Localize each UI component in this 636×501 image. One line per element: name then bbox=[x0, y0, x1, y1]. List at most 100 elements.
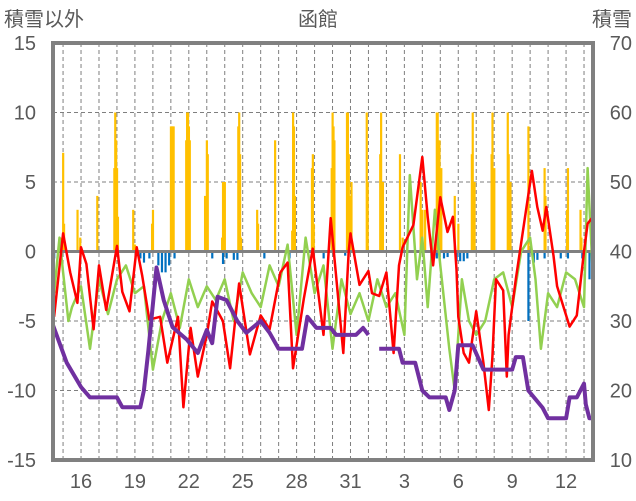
bar-negative bbox=[527, 251, 530, 321]
y-left-tick-label: -10 bbox=[7, 381, 36, 403]
y-right-tick-label: 60 bbox=[610, 103, 632, 125]
left-axis-title: 積雪以外 bbox=[4, 7, 84, 31]
bar-negative bbox=[148, 251, 151, 259]
y-left-tick-label: -5 bbox=[18, 311, 36, 333]
bar-positive bbox=[438, 140, 441, 252]
bar-negative bbox=[139, 251, 142, 259]
x-tick-label: 6 bbox=[453, 471, 464, 493]
bar-positive bbox=[507, 154, 510, 252]
x-tick-label: 12 bbox=[555, 471, 577, 493]
bar-positive bbox=[380, 112, 383, 252]
bar-positive bbox=[381, 182, 385, 252]
y-right-tick-label: 70 bbox=[610, 33, 632, 55]
x-tick-label: 16 bbox=[70, 471, 92, 493]
bar-negative bbox=[462, 251, 465, 262]
bar-positive bbox=[366, 182, 369, 252]
bar-positive bbox=[292, 126, 296, 252]
bar-negative bbox=[466, 251, 469, 259]
bar-positive bbox=[419, 182, 422, 252]
bar-negative bbox=[236, 251, 239, 260]
chart-title: 函館 bbox=[298, 7, 338, 31]
purple-snow-depth bbox=[51, 265, 593, 421]
bar-positive bbox=[133, 244, 137, 252]
bar-negative bbox=[459, 251, 462, 262]
y-right-tick-label: 30 bbox=[610, 311, 632, 333]
bar-positive bbox=[256, 223, 260, 252]
bar-positive bbox=[457, 223, 460, 252]
bar-positive bbox=[440, 168, 443, 252]
bar-positive bbox=[223, 182, 226, 252]
bar-positive bbox=[473, 182, 476, 252]
bar-negative bbox=[263, 251, 266, 259]
y-left-tick-label: 10 bbox=[14, 103, 36, 125]
red-line bbox=[52, 155, 594, 412]
bar-negative bbox=[211, 251, 214, 259]
bar-positive bbox=[239, 154, 242, 252]
bar-negative bbox=[173, 251, 176, 259]
plot-frame bbox=[51, 41, 595, 462]
bar-positive bbox=[453, 195, 456, 252]
bar-positive bbox=[76, 209, 79, 252]
y-left-tick-label: 0 bbox=[25, 242, 36, 264]
bar-positive bbox=[509, 182, 512, 252]
x-tick-label: 31 bbox=[339, 471, 361, 493]
bar-positive bbox=[62, 152, 65, 252]
bar-positive bbox=[580, 237, 583, 252]
bar-negative bbox=[221, 251, 225, 265]
x-tick-label: 22 bbox=[178, 471, 200, 493]
bar-positive bbox=[333, 140, 336, 252]
bar-negative bbox=[435, 251, 438, 259]
bar-positive bbox=[206, 154, 209, 252]
bar-positive bbox=[491, 112, 494, 252]
green-line bbox=[52, 166, 595, 392]
bar-positive bbox=[115, 168, 119, 252]
bar-positive bbox=[239, 237, 243, 252]
chart-marks bbox=[51, 112, 595, 421]
right-axis-title: 積雪 bbox=[592, 7, 632, 31]
bar-positive bbox=[172, 126, 175, 252]
bar-negative bbox=[566, 251, 570, 259]
bar-negative bbox=[442, 251, 446, 259]
bar-positive bbox=[274, 140, 277, 252]
x-tick-label: 28 bbox=[285, 471, 307, 493]
bar-negative bbox=[168, 251, 171, 266]
y-right-tick-label: 50 bbox=[610, 172, 632, 194]
y-left-tick-label: 5 bbox=[25, 172, 36, 194]
bar-negative bbox=[543, 251, 546, 259]
bar-positive bbox=[79, 237, 82, 252]
bar-negative bbox=[157, 251, 160, 266]
x-tick-label: 3 bbox=[399, 471, 410, 493]
bar-positive bbox=[471, 112, 474, 252]
y-right-tick-label: 20 bbox=[610, 381, 632, 403]
bar-positive bbox=[312, 223, 315, 252]
bar-negative bbox=[164, 251, 167, 273]
bar-positive bbox=[421, 209, 424, 252]
bar-positive bbox=[311, 154, 314, 252]
bar-positive bbox=[96, 195, 99, 252]
x-tick-label: 9 bbox=[507, 471, 518, 493]
bar-positive bbox=[350, 182, 353, 252]
y-right-tick-label: 10 bbox=[610, 450, 632, 472]
bar-positive bbox=[398, 154, 402, 252]
bar-negative bbox=[322, 251, 325, 259]
bar-positive bbox=[151, 209, 155, 252]
bar-positive bbox=[493, 168, 496, 252]
y-right-tick-label: 40 bbox=[610, 242, 632, 264]
x-tick-label: 25 bbox=[232, 471, 254, 493]
bar-negative bbox=[225, 251, 228, 259]
bar-negative bbox=[160, 251, 164, 273]
bar-negative bbox=[581, 251, 584, 259]
bar-positive bbox=[188, 140, 191, 252]
y-left-tick-label: -15 bbox=[7, 450, 36, 472]
y-left-tick-label: 15 bbox=[14, 33, 36, 55]
bar-negative bbox=[232, 251, 235, 260]
bar-negative bbox=[344, 251, 347, 256]
bar-positive bbox=[544, 195, 547, 252]
bar-positive bbox=[424, 209, 427, 252]
bar-positive bbox=[436, 112, 439, 252]
bar-negative bbox=[588, 251, 591, 280]
bar-negative bbox=[142, 251, 146, 263]
bar-positive bbox=[203, 195, 207, 252]
